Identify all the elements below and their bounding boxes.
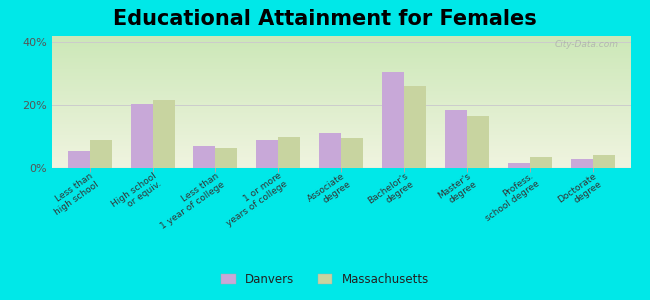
- Text: Educational Attainment for Females: Educational Attainment for Females: [113, 9, 537, 29]
- Bar: [153, 100, 175, 168]
- Text: Master's
degree: Master's degree: [436, 171, 478, 209]
- Bar: [593, 155, 615, 168]
- Text: Less than
1 year of college: Less than 1 year of college: [153, 171, 227, 231]
- Bar: [445, 110, 467, 168]
- Bar: [530, 157, 552, 168]
- Text: Profess.
school degree: Profess. school degree: [478, 171, 541, 224]
- Bar: [467, 116, 489, 168]
- Bar: [131, 103, 153, 168]
- Text: 1 or more
years of college: 1 or more years of college: [219, 171, 289, 228]
- Bar: [319, 134, 341, 168]
- Bar: [382, 72, 404, 168]
- Bar: [90, 140, 112, 168]
- Bar: [68, 151, 90, 168]
- Text: High school
or equiv.: High school or equiv.: [109, 171, 164, 217]
- Text: Associate
degree: Associate degree: [306, 171, 352, 212]
- Bar: [571, 159, 593, 168]
- Bar: [508, 163, 530, 168]
- Text: City-Data.com: City-Data.com: [555, 40, 619, 49]
- Legend: Danvers, Massachusetts: Danvers, Massachusetts: [216, 269, 434, 291]
- Bar: [256, 140, 278, 168]
- Text: Less than
high school: Less than high school: [47, 171, 101, 217]
- Text: Bachelor's
degree: Bachelor's degree: [366, 171, 415, 214]
- Bar: [341, 138, 363, 168]
- Bar: [278, 136, 300, 168]
- Bar: [194, 146, 216, 168]
- Text: Doctorate
degree: Doctorate degree: [556, 171, 604, 213]
- Bar: [216, 148, 237, 168]
- Bar: [404, 86, 426, 168]
